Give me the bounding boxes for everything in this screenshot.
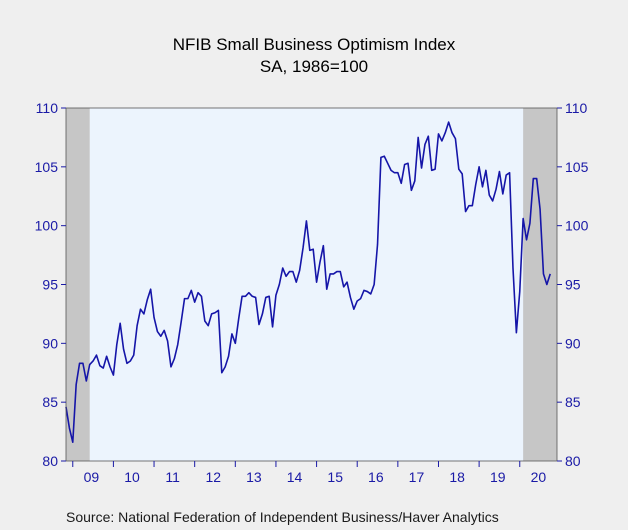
x-tick-label: 16 bbox=[368, 469, 384, 485]
x-tick-label: 12 bbox=[206, 469, 222, 485]
y-tick-label: 95 bbox=[565, 277, 581, 293]
y-tick-label: 90 bbox=[565, 335, 581, 351]
x-tick-label: 14 bbox=[287, 469, 303, 485]
source-note: Source: National Federation of Independe… bbox=[66, 509, 499, 525]
x-tick-label: 17 bbox=[409, 469, 425, 485]
recession-band bbox=[523, 108, 557, 461]
x-axis: 09 10 11 12 13 14 15 16 17 18 19 20 bbox=[72, 461, 547, 485]
right-y-axis: 80 85 90 95 100 105 110 bbox=[557, 100, 589, 469]
x-tick-label: 19 bbox=[490, 469, 506, 485]
y-tick-label: 80 bbox=[42, 453, 58, 469]
chart-subtitle: SA, 1986=100 bbox=[260, 57, 368, 76]
x-tick-label: 20 bbox=[531, 469, 547, 485]
y-tick-label: 85 bbox=[42, 394, 58, 410]
y-tick-label: 85 bbox=[565, 394, 581, 410]
y-tick-label: 105 bbox=[35, 159, 59, 175]
plot-area bbox=[66, 108, 557, 461]
y-tick-label: 80 bbox=[565, 453, 581, 469]
x-tick-label: 15 bbox=[327, 469, 343, 485]
y-tick-label: 100 bbox=[565, 218, 589, 234]
recession-shading bbox=[66, 108, 557, 461]
x-tick-label: 18 bbox=[449, 469, 465, 485]
y-tick-label: 90 bbox=[42, 335, 58, 351]
y-tick-label: 100 bbox=[35, 218, 59, 234]
x-tick-label: 13 bbox=[246, 469, 262, 485]
left-y-axis: 80 85 90 95 100 105 110 bbox=[35, 100, 66, 469]
y-tick-label: 110 bbox=[565, 100, 588, 116]
y-tick-label: 95 bbox=[42, 277, 58, 293]
x-tick-label: 09 bbox=[84, 469, 100, 485]
y-tick-label: 105 bbox=[565, 159, 589, 175]
x-tick-label: 11 bbox=[165, 469, 180, 485]
series-line bbox=[65, 121, 551, 443]
y-tick-label: 110 bbox=[36, 100, 59, 116]
recession-band bbox=[66, 108, 90, 461]
chart-title: NFIB Small Business Optimism Index bbox=[173, 35, 456, 54]
x-tick-label: 10 bbox=[124, 469, 140, 485]
